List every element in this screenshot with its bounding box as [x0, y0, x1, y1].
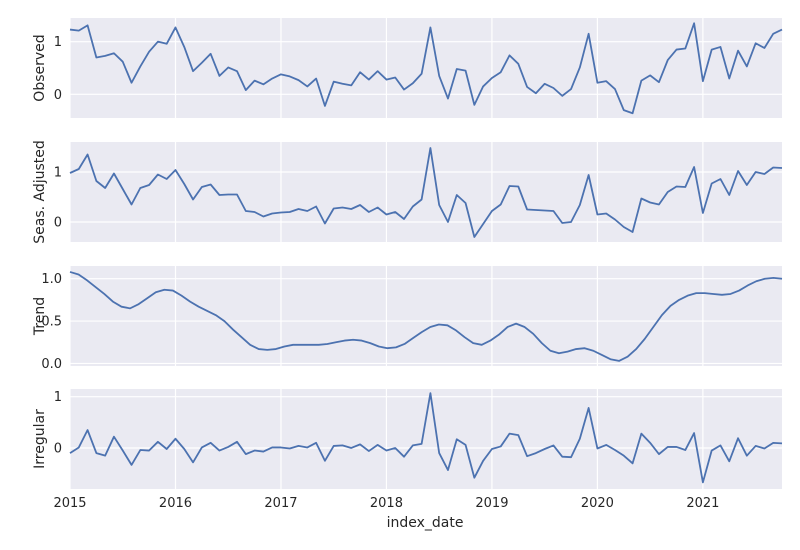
x-tick-label: 2016	[159, 496, 192, 511]
y-tick-label: 0.0	[41, 357, 62, 372]
series-line	[69, 147, 783, 238]
x-tick-label: 2018	[370, 496, 403, 511]
x-tick-label: 2020	[581, 496, 614, 511]
y-tick-label: 0	[54, 88, 62, 103]
panel-background	[70, 18, 782, 118]
x-axis-label: index_date	[387, 515, 464, 531]
x-tick-label: 2017	[264, 496, 297, 511]
y-tick-label: 1	[54, 166, 62, 181]
panel-background	[70, 389, 782, 489]
panel-seas-adjusted: 0 1 Seas. Adjusted	[32, 140, 783, 244]
y-axis-label: Trend	[32, 297, 48, 336]
y-axis-label: Seas. Adjusted	[32, 140, 48, 244]
series-line	[69, 271, 783, 362]
series-line	[69, 392, 783, 484]
x-tick-label: 2015	[53, 496, 86, 511]
y-tick-label: 1	[54, 390, 62, 405]
y-tick-label: 0	[54, 441, 62, 456]
x-tick-label: 2019	[475, 496, 508, 511]
y-tick-label: 0.5	[41, 315, 62, 330]
panel-background	[70, 266, 782, 366]
y-axis-label: Irregular	[32, 409, 48, 469]
panel-observed: 0 1 Observed	[32, 18, 783, 118]
panel-trend: 0.0 0.5 1.0 Trend	[32, 266, 783, 372]
x-tick-label: 2021	[686, 496, 719, 511]
x-axis-ticks: 2015 2016 2017 2018 2019 2020 2021	[53, 496, 719, 511]
y-tick-label: 1	[54, 35, 62, 50]
chart-panels: 0 1 Observed 0 1 Seas. Adjusted 0.0 0.5 1.0 Trend…	[32, 18, 783, 489]
panel-irregular: 0 1 Irregular	[32, 389, 783, 489]
series-line	[69, 22, 783, 115]
y-axis-label: Observed	[32, 34, 48, 101]
y-tick-label: 1.0	[41, 272, 62, 287]
panel-background	[70, 142, 782, 242]
y-tick-label: 0	[54, 216, 62, 231]
